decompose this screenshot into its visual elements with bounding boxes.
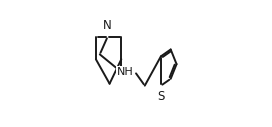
- Text: S: S: [157, 90, 165, 103]
- Text: NH: NH: [117, 67, 134, 77]
- Text: N: N: [103, 19, 112, 32]
